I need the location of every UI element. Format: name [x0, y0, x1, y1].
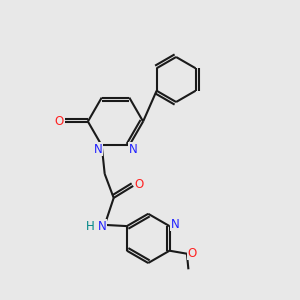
Text: N: N — [94, 143, 103, 156]
Text: N: N — [170, 218, 179, 231]
Text: O: O — [188, 247, 197, 260]
Text: O: O — [54, 115, 63, 128]
Text: O: O — [135, 178, 144, 190]
Text: N: N — [98, 220, 107, 233]
Text: H: H — [85, 220, 94, 233]
Text: N: N — [128, 143, 137, 156]
